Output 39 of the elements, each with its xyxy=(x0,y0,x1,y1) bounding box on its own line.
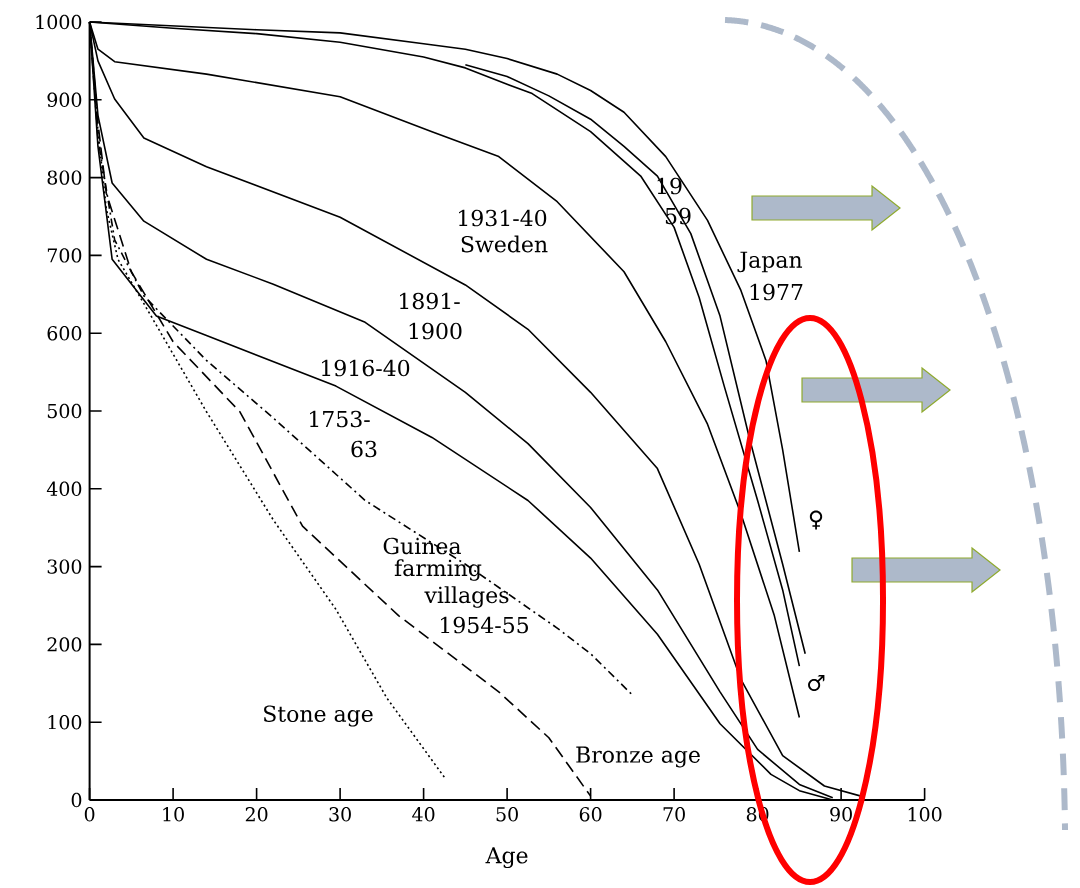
y-tick-label: 700 xyxy=(47,248,82,263)
y-tick-label: 500 xyxy=(47,403,82,419)
y-tick-label: 400 xyxy=(46,481,82,496)
annotation: ♀ xyxy=(809,510,823,530)
annotation: ♂ xyxy=(808,674,825,692)
x-tick-label: 90 xyxy=(830,807,852,822)
x-tick-label: 40 xyxy=(412,807,435,822)
y-tick-label: 0 xyxy=(71,792,82,808)
annotation: Sweden xyxy=(461,235,548,253)
y-tick-label: 100 xyxy=(48,715,82,730)
annotation: Guinea xyxy=(383,537,461,555)
x-tick-label: 70 xyxy=(663,807,685,822)
x-tick-label: 0 xyxy=(84,807,95,822)
x-tick-label: 20 xyxy=(245,807,268,822)
y-tick-label: 800 xyxy=(47,170,82,185)
annotation: 1891- xyxy=(399,292,460,310)
annotation: farming xyxy=(394,559,482,581)
annotation: Japan xyxy=(737,251,803,273)
y-tick-label: 300 xyxy=(47,559,82,574)
x-tick-label: 100 xyxy=(908,807,942,822)
y-tick-label: 900 xyxy=(47,92,82,107)
annotation: Stone age xyxy=(264,705,373,727)
annotation: 1977 xyxy=(750,283,803,301)
annotation: 1753- xyxy=(309,410,370,428)
annotation: 1931-40 xyxy=(459,209,547,227)
annotation: 63 xyxy=(351,440,377,458)
annotation: Bronze age xyxy=(576,746,700,768)
x-tick-label: 10 xyxy=(163,807,184,822)
annotation: 1900 xyxy=(409,322,462,340)
x-tick-label: 30 xyxy=(329,807,351,822)
y-tick-label: 1000 xyxy=(36,14,82,30)
annotation: villages xyxy=(424,586,509,608)
y-tick-label: 200 xyxy=(47,637,82,652)
y-tick-label: 600 xyxy=(47,325,82,341)
x-axis-title: Age xyxy=(485,847,528,869)
x-tick-label: 50 xyxy=(496,807,518,822)
annotation: 1954-55 xyxy=(441,616,528,634)
x-tick-label: 60 xyxy=(579,807,602,822)
annotation: 1916-40 xyxy=(322,359,410,377)
